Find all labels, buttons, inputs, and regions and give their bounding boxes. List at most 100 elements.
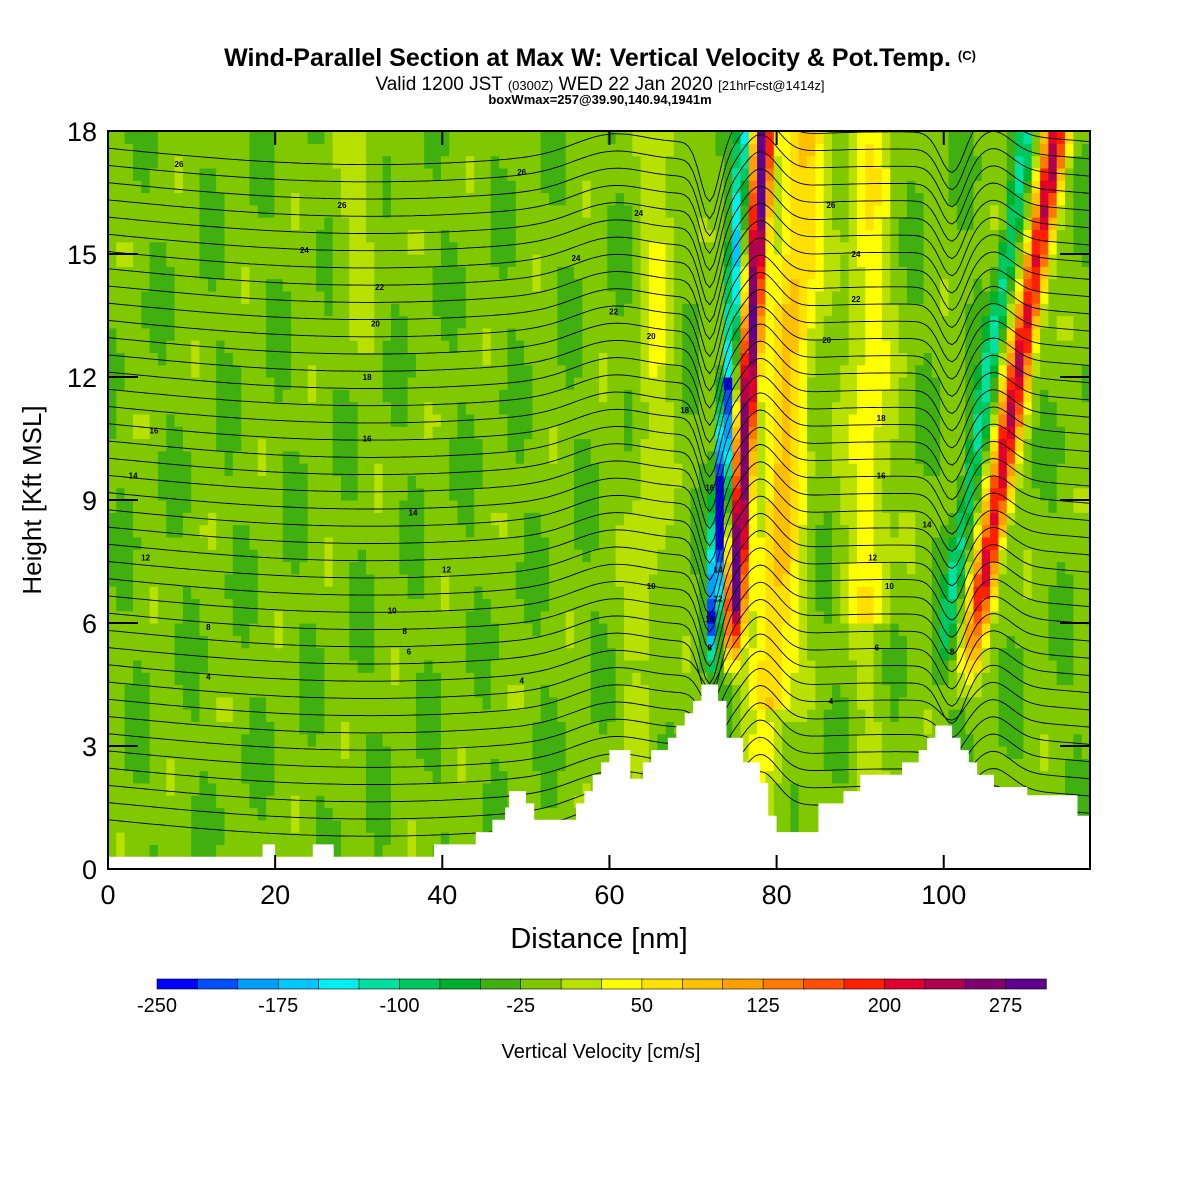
field-cell xyxy=(307,327,317,341)
field-cell xyxy=(191,352,201,366)
field-cell xyxy=(324,549,334,563)
field-cell xyxy=(515,573,525,587)
field-cell xyxy=(274,770,284,784)
field-cell xyxy=(640,401,650,415)
field-cell xyxy=(399,426,409,440)
field-cell xyxy=(207,709,217,722)
field-cell xyxy=(673,229,683,243)
field-cell xyxy=(108,782,117,796)
field-cell xyxy=(174,377,184,390)
field-cell xyxy=(108,635,117,649)
field-cell xyxy=(432,758,442,772)
field-cell xyxy=(599,217,608,230)
field-cell xyxy=(349,241,359,255)
field-cell xyxy=(449,217,459,230)
field-cell xyxy=(432,684,442,698)
field-cell xyxy=(415,192,425,206)
field-cell xyxy=(407,131,417,144)
field-cell xyxy=(291,684,300,698)
field-cell xyxy=(632,536,642,550)
field-cell xyxy=(216,352,226,366)
field-cell xyxy=(108,573,117,587)
field-cell xyxy=(424,340,434,353)
field-cell xyxy=(607,438,617,452)
field-cell xyxy=(499,795,508,809)
field-cell xyxy=(274,746,284,759)
field-cell xyxy=(390,721,400,735)
field-cell xyxy=(440,303,450,317)
field-cell xyxy=(166,254,176,267)
field-cell xyxy=(648,327,658,341)
field-cell xyxy=(748,327,758,341)
field-cell xyxy=(499,647,508,661)
field-cell xyxy=(624,204,633,218)
field-cell xyxy=(507,475,517,489)
field-cell xyxy=(449,696,459,710)
field-cell xyxy=(782,475,791,489)
field-cell xyxy=(465,721,475,735)
field-cell xyxy=(124,795,134,809)
field-cell xyxy=(249,721,259,735)
field-cell xyxy=(257,561,267,575)
field-cell xyxy=(449,635,459,649)
field-cell xyxy=(266,438,275,452)
field-cell xyxy=(599,278,608,292)
field-cell xyxy=(723,500,733,513)
field-cell xyxy=(174,623,184,636)
field-cell xyxy=(723,180,733,194)
field-cell xyxy=(274,167,284,181)
field-cell xyxy=(291,192,300,206)
field-cell xyxy=(307,364,317,378)
field-cell xyxy=(149,155,159,169)
field-cell xyxy=(141,659,151,673)
field-cell xyxy=(690,315,700,329)
field-cell xyxy=(191,241,201,255)
field-cell xyxy=(224,377,234,390)
field-cell xyxy=(790,254,800,267)
field-cell xyxy=(207,377,217,390)
field-cell xyxy=(191,512,201,526)
field-cell xyxy=(332,549,342,563)
field-cell xyxy=(599,647,608,661)
field-cell xyxy=(715,598,725,612)
field-cell xyxy=(773,561,783,575)
field-cell xyxy=(390,487,400,501)
field-cell xyxy=(574,696,583,710)
field-cell xyxy=(507,204,517,218)
field-cell xyxy=(116,782,126,796)
field-cell xyxy=(707,155,717,169)
field-cell xyxy=(349,512,359,526)
field-cell xyxy=(307,758,317,772)
field-cell xyxy=(407,180,417,194)
field-cell xyxy=(615,672,625,686)
field-cell xyxy=(532,315,542,329)
field-cell xyxy=(216,327,226,341)
field-cell xyxy=(632,266,642,280)
field-cell xyxy=(357,524,367,538)
field-cell xyxy=(182,254,192,267)
field-cell xyxy=(640,500,650,513)
field-cell xyxy=(108,340,117,353)
field-cell xyxy=(116,327,126,341)
field-cell xyxy=(274,229,284,243)
field-cell xyxy=(291,426,300,440)
field-cell xyxy=(324,770,334,784)
field-cell xyxy=(124,647,134,661)
field-cell xyxy=(607,413,617,427)
field-cell xyxy=(207,684,217,698)
field-cell xyxy=(532,659,542,673)
field-cell xyxy=(257,807,267,821)
field-cell xyxy=(615,696,625,710)
field-cell xyxy=(648,696,658,710)
field-cell xyxy=(133,758,142,772)
field-cell xyxy=(182,315,192,329)
field-cell xyxy=(540,684,550,698)
field-cell xyxy=(432,315,442,329)
field-cell xyxy=(582,746,592,759)
field-cell xyxy=(257,623,267,636)
field-cell xyxy=(341,352,350,366)
field-cell xyxy=(291,266,300,280)
field-cell xyxy=(133,721,142,735)
field-cell xyxy=(249,192,259,206)
field-cell xyxy=(590,340,600,353)
